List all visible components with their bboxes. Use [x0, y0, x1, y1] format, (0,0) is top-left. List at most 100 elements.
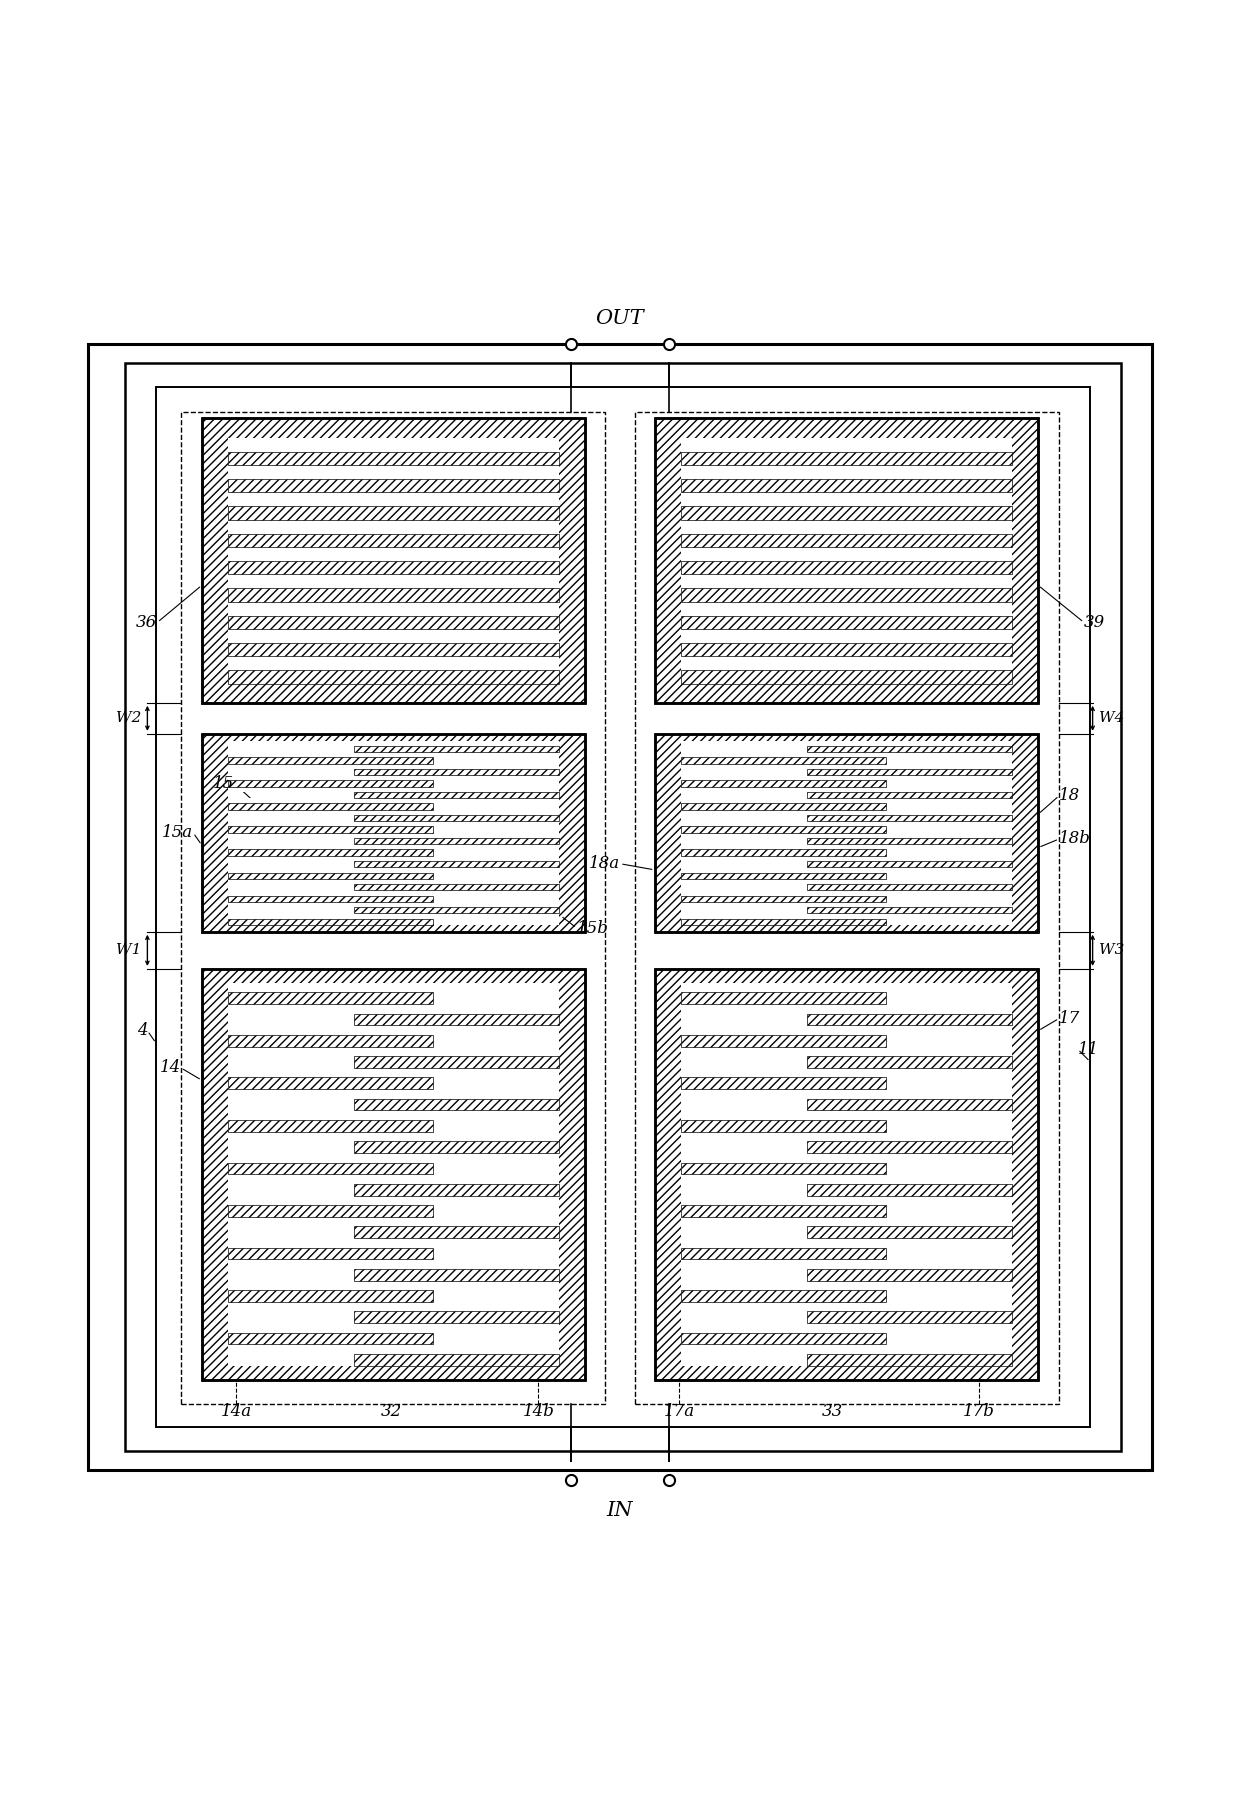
- Bar: [228, 452, 559, 464]
- Bar: [807, 838, 1012, 844]
- Text: 17: 17: [1059, 1010, 1080, 1027]
- Bar: [681, 575, 1012, 588]
- Bar: [228, 983, 559, 1366]
- Bar: [228, 740, 559, 925]
- Bar: [228, 464, 559, 479]
- Text: 15: 15: [213, 775, 234, 791]
- Bar: [353, 907, 559, 914]
- Text: 14: 14: [160, 1059, 181, 1076]
- Bar: [353, 1014, 559, 1025]
- Bar: [228, 844, 559, 849]
- Text: 18: 18: [1059, 787, 1080, 804]
- Bar: [807, 769, 1012, 775]
- Bar: [353, 862, 559, 867]
- Bar: [228, 914, 559, 918]
- Bar: [681, 873, 887, 880]
- Bar: [228, 753, 559, 756]
- Bar: [228, 983, 559, 992]
- Text: 36: 36: [136, 613, 157, 631]
- Bar: [228, 992, 433, 1005]
- Bar: [228, 880, 559, 883]
- Bar: [228, 1322, 559, 1333]
- Bar: [228, 1036, 433, 1047]
- Bar: [681, 804, 887, 809]
- Bar: [681, 1068, 1012, 1078]
- Text: 17b: 17b: [962, 1404, 994, 1420]
- Bar: [681, 1333, 887, 1344]
- Bar: [228, 1333, 433, 1344]
- Bar: [353, 1312, 559, 1322]
- Bar: [681, 891, 1012, 896]
- Bar: [228, 644, 559, 657]
- Bar: [228, 873, 433, 880]
- Bar: [353, 1141, 559, 1154]
- Bar: [353, 793, 559, 798]
- Bar: [353, 1099, 559, 1110]
- Bar: [228, 479, 559, 492]
- Bar: [681, 1248, 887, 1259]
- Bar: [681, 657, 1012, 671]
- Text: OUT: OUT: [595, 308, 645, 328]
- Bar: [228, 798, 559, 804]
- Bar: [681, 914, 1012, 918]
- Bar: [202, 969, 585, 1380]
- Bar: [681, 983, 1012, 992]
- Bar: [228, 1237, 559, 1248]
- Bar: [681, 1047, 1012, 1056]
- Bar: [353, 814, 559, 822]
- Bar: [353, 769, 559, 775]
- Bar: [228, 1290, 433, 1302]
- Bar: [807, 1312, 1012, 1322]
- Text: 15b: 15b: [577, 920, 609, 936]
- Bar: [807, 1353, 1012, 1366]
- Bar: [202, 735, 585, 932]
- Bar: [228, 775, 559, 780]
- Bar: [228, 1259, 559, 1268]
- Bar: [655, 735, 1038, 932]
- Bar: [353, 1226, 559, 1237]
- Bar: [681, 844, 1012, 849]
- Bar: [807, 814, 1012, 822]
- Bar: [228, 546, 559, 561]
- Bar: [655, 969, 1038, 1380]
- Bar: [88, 345, 1152, 1469]
- Bar: [681, 780, 887, 787]
- Bar: [681, 644, 1012, 657]
- Bar: [181, 412, 605, 1404]
- Bar: [681, 1204, 887, 1217]
- Bar: [353, 838, 559, 844]
- Bar: [681, 1163, 887, 1174]
- Bar: [228, 1025, 559, 1036]
- Bar: [228, 629, 559, 644]
- Bar: [635, 412, 1059, 1404]
- Text: 4: 4: [136, 1023, 148, 1039]
- Bar: [681, 1132, 1012, 1141]
- Bar: [655, 735, 1038, 932]
- Bar: [228, 615, 559, 629]
- Bar: [681, 1078, 887, 1088]
- Bar: [228, 671, 559, 684]
- Bar: [681, 1036, 887, 1047]
- Bar: [681, 1302, 1012, 1312]
- Text: 32: 32: [381, 1404, 402, 1420]
- Bar: [228, 1204, 433, 1217]
- Bar: [228, 1195, 559, 1204]
- Bar: [681, 1088, 1012, 1099]
- Bar: [228, 1174, 559, 1185]
- Bar: [681, 833, 1012, 838]
- Bar: [681, 1281, 1012, 1290]
- Bar: [681, 629, 1012, 644]
- Bar: [681, 787, 1012, 793]
- Bar: [681, 1259, 1012, 1268]
- Bar: [681, 506, 1012, 519]
- Bar: [228, 804, 433, 809]
- Bar: [681, 464, 1012, 479]
- Bar: [807, 1226, 1012, 1237]
- Text: IN: IN: [606, 1500, 634, 1520]
- Bar: [228, 1088, 559, 1099]
- Bar: [228, 902, 559, 907]
- Bar: [228, 787, 559, 793]
- Bar: [681, 1005, 1012, 1014]
- Bar: [228, 1344, 559, 1353]
- Bar: [202, 735, 585, 932]
